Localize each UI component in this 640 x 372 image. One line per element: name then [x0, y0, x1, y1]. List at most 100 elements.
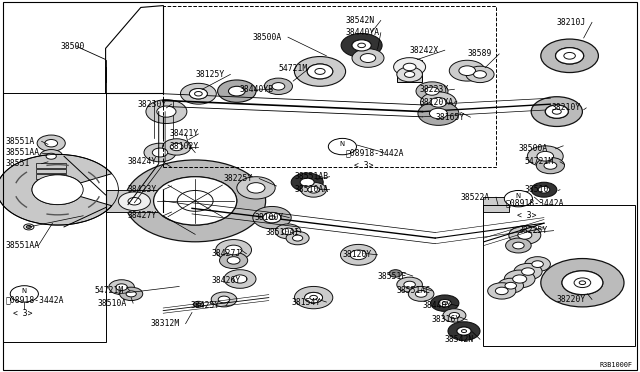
Text: 54721M: 54721M: [525, 157, 554, 166]
Text: 38210Y: 38210Y: [552, 103, 581, 112]
Circle shape: [579, 281, 586, 285]
Circle shape: [509, 226, 541, 244]
Circle shape: [408, 286, 434, 301]
Circle shape: [389, 270, 402, 277]
Circle shape: [275, 224, 301, 239]
Text: < 3>: < 3>: [13, 309, 32, 318]
Text: 38551F: 38551F: [378, 272, 407, 280]
Circle shape: [26, 225, 31, 228]
Circle shape: [505, 282, 516, 289]
Text: R3B1000F: R3B1000F: [599, 362, 632, 368]
Circle shape: [40, 150, 63, 163]
Circle shape: [474, 71, 486, 78]
Circle shape: [504, 190, 532, 207]
Circle shape: [195, 92, 202, 96]
Circle shape: [224, 270, 256, 288]
Circle shape: [120, 287, 143, 301]
Text: 38210J: 38210J: [557, 18, 586, 27]
Circle shape: [227, 257, 240, 264]
Text: 38316Y: 38316Y: [432, 315, 461, 324]
Circle shape: [220, 252, 248, 269]
Circle shape: [431, 295, 459, 311]
Polygon shape: [0, 154, 112, 225]
Circle shape: [237, 177, 275, 199]
Text: ⓝ08918-3442A: ⓝ08918-3442A: [5, 295, 63, 304]
Circle shape: [404, 281, 415, 288]
Circle shape: [310, 295, 317, 300]
Circle shape: [233, 275, 247, 283]
Circle shape: [352, 40, 371, 51]
Text: 38230Y: 38230Y: [138, 100, 167, 109]
Circle shape: [152, 148, 168, 157]
Circle shape: [264, 78, 292, 94]
Bar: [106, 190, 163, 212]
Circle shape: [315, 68, 325, 74]
Bar: [3, 93, 106, 342]
Circle shape: [118, 192, 150, 211]
Text: 38551AC: 38551AC: [397, 286, 431, 295]
Text: 38102Y: 38102Y: [170, 142, 199, 151]
Circle shape: [438, 299, 451, 307]
Circle shape: [307, 64, 333, 79]
Circle shape: [128, 198, 141, 205]
Circle shape: [272, 83, 285, 90]
Circle shape: [522, 268, 534, 275]
Text: 38125Y: 38125Y: [195, 70, 225, 79]
Circle shape: [545, 105, 568, 118]
Circle shape: [291, 173, 323, 192]
Circle shape: [352, 40, 371, 51]
Text: 38551AA: 38551AA: [5, 241, 39, 250]
Circle shape: [300, 178, 314, 186]
Circle shape: [126, 291, 136, 297]
Circle shape: [286, 231, 309, 245]
Circle shape: [416, 82, 448, 100]
Circle shape: [514, 263, 542, 280]
Text: 38425Y: 38425Y: [191, 301, 220, 310]
Circle shape: [466, 66, 494, 83]
Circle shape: [144, 143, 176, 162]
Circle shape: [216, 240, 252, 260]
Circle shape: [532, 261, 543, 267]
Text: 54721M: 54721M: [95, 286, 124, 295]
Circle shape: [263, 212, 281, 223]
Circle shape: [513, 275, 527, 283]
Circle shape: [24, 224, 34, 230]
Text: < 3>: < 3>: [517, 211, 536, 220]
Text: 38542N: 38542N: [445, 335, 474, 344]
Text: 38551AB: 38551AB: [294, 172, 328, 181]
Text: 38423Y: 38423Y: [128, 185, 157, 194]
Circle shape: [538, 186, 550, 193]
Circle shape: [397, 277, 422, 292]
Circle shape: [531, 182, 557, 197]
Circle shape: [146, 100, 187, 124]
Circle shape: [564, 52, 575, 59]
Text: N: N: [22, 288, 27, 294]
Text: < 3>: < 3>: [354, 161, 373, 170]
Text: 38427J: 38427J: [211, 249, 241, 258]
Circle shape: [527, 146, 563, 167]
Text: 38120YA: 38120YA: [419, 98, 453, 107]
Circle shape: [170, 143, 183, 151]
Bar: [36, 174, 66, 179]
Circle shape: [537, 151, 554, 161]
Text: 38440YA: 38440YA: [346, 28, 380, 37]
Circle shape: [574, 278, 591, 288]
Circle shape: [282, 228, 294, 235]
Circle shape: [404, 71, 415, 77]
Circle shape: [301, 182, 326, 197]
Text: 38427Y: 38427Y: [128, 211, 157, 220]
Circle shape: [46, 153, 56, 159]
Text: 38542N: 38542N: [346, 16, 375, 25]
Text: 38500: 38500: [61, 42, 85, 51]
Circle shape: [495, 287, 508, 295]
Circle shape: [180, 83, 216, 104]
Circle shape: [498, 278, 524, 293]
Text: 38426Y: 38426Y: [211, 276, 241, 285]
Circle shape: [545, 105, 568, 118]
Circle shape: [218, 80, 256, 102]
Circle shape: [418, 102, 459, 125]
Circle shape: [430, 97, 447, 107]
Circle shape: [420, 92, 456, 113]
Bar: [483, 205, 635, 346]
Text: 38500A: 38500A: [253, 33, 282, 42]
